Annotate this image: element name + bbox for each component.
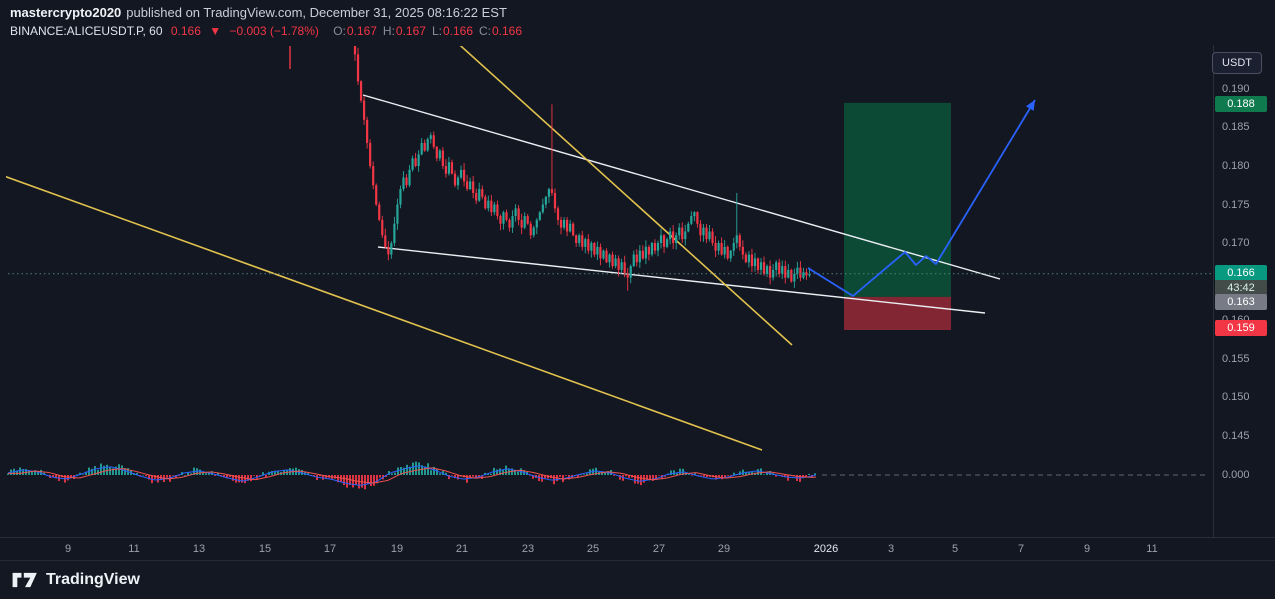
publish-info: published on TradingView.com, December 3… — [126, 5, 507, 20]
price-tick: 0.000 — [1222, 469, 1250, 481]
time-tick: 19 — [390, 543, 404, 555]
price-tick: 0.145 — [1222, 430, 1250, 442]
time-tick: 5 — [951, 543, 959, 555]
oscillator-fast-line — [7, 465, 817, 486]
tradingview-logo[interactable]: TradingView — [12, 571, 140, 589]
time-tick: 9 — [1083, 543, 1091, 555]
time-tick: 7 — [1017, 543, 1025, 555]
author-username[interactable]: mastercrypto2020 — [10, 5, 122, 20]
price-tick: 0.150 — [1222, 391, 1250, 403]
wedge-upper-trendline — [362, 94, 1001, 280]
time-tick: 27 — [652, 543, 666, 555]
ohlc-value: 0.167 — [395, 24, 426, 38]
oscillator-pane — [7, 461, 817, 490]
time-tick: 15 — [258, 543, 272, 555]
time-tick: 3 — [887, 543, 895, 555]
price-tick: 0.180 — [1222, 160, 1250, 172]
bar-countdown-label: 43:42 — [1215, 280, 1267, 296]
price-tick: 0.185 — [1222, 121, 1250, 133]
time-axis[interactable]: 9 11 13 15 17 19 21 23 25 27 29 2026 3 5 7 9 11 — [0, 537, 1275, 561]
publish-header: mastercrypto2020 published on TradingView… — [10, 5, 507, 20]
brand-name: TradingView — [46, 571, 140, 588]
footer-bar: TradingView — [0, 560, 1275, 599]
tradingview-mark-icon — [12, 572, 37, 588]
time-tick: 13 — [192, 543, 206, 555]
ohlc-label: H: — [382, 24, 395, 38]
time-tick: 11 — [1146, 543, 1158, 555]
ohlc-label: C: — [479, 24, 491, 38]
price-axis[interactable]: 0.1900.1850.1800.1750.1700.1600.1550.150… — [1213, 45, 1275, 537]
last-price-label: 0.166 — [1215, 265, 1267, 281]
target-price-label: 0.188 — [1215, 96, 1267, 112]
breakout-projection — [807, 99, 1036, 297]
time-tick: 17 — [323, 543, 337, 555]
price-tick: 0.190 — [1222, 83, 1250, 95]
entry-price-label: 0.163 — [1215, 294, 1267, 310]
price-tick: 0.170 — [1222, 237, 1250, 249]
price-change: −0.003 (−1.78%) — [229, 24, 319, 38]
time-tick: 2026 — [813, 543, 839, 555]
ohlc-label: O: — [333, 24, 346, 38]
ohlc-value: 0.166 — [442, 24, 473, 38]
stop-price-label: 0.159 — [1215, 320, 1267, 336]
ohlc-value: 0.167 — [346, 24, 377, 38]
yellow-steep-trendline — [459, 46, 793, 346]
time-tick: 25 — [586, 543, 600, 555]
yellow-long-trendline — [6, 175, 763, 451]
down-arrow-icon: ▼ — [209, 24, 222, 38]
time-tick: 9 — [64, 543, 72, 555]
ohlc-label: L: — [431, 24, 442, 38]
time-tick: 11 — [128, 543, 140, 555]
symbol-title[interactable]: BINANCE:ALICEUSDT.P, 60 — [10, 24, 163, 38]
last-price: 0.166 — [170, 24, 201, 38]
oscillator-slow-line — [8, 467, 817, 484]
stop-loss-zone — [844, 296, 951, 331]
price-tick: 0.155 — [1222, 353, 1250, 365]
symbol-header: BINANCE:ALICEUSDT.P, 60 0.166 ▼ −0.003 (… — [10, 24, 527, 38]
price-tick: 0.175 — [1222, 199, 1250, 211]
currency-toggle-button[interactable]: USDT — [1212, 52, 1262, 74]
wedge-lower-trendline — [377, 246, 986, 314]
candlestick-series — [353, 46, 811, 291]
profit-target-zone — [844, 102, 951, 297]
time-tick: 23 — [521, 543, 535, 555]
ohlc-value: 0.166 — [492, 24, 523, 38]
time-tick: 21 — [455, 543, 469, 555]
ohlc-values: O:0.167 H:0.167 L:0.166 C:0.166 — [327, 24, 522, 38]
time-tick: 29 — [717, 543, 731, 555]
projection-arrowhead — [1025, 100, 1035, 111]
